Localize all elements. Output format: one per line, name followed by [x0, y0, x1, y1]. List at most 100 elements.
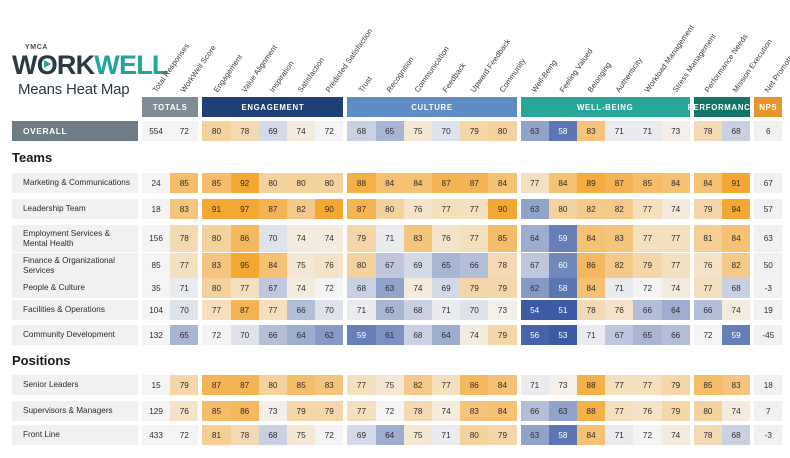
heatmap-cell: 73	[548, 375, 577, 395]
heatmap-cell: 95	[230, 253, 259, 278]
heatmap-cell: 71	[432, 425, 461, 445]
heatmap-cell: 64	[375, 425, 404, 445]
heatmap-cell: 82	[722, 253, 751, 278]
heatmap-cell: 66	[693, 300, 722, 320]
heatmap-cell: 35	[142, 278, 171, 298]
heatmap-cell: 77	[230, 278, 259, 298]
table-row-label[interactable]: Senior Leaders	[12, 375, 138, 395]
heatmap-cell: 63	[520, 199, 549, 219]
heatmap-cell: 80	[202, 225, 231, 252]
heatmap-cell: 74	[661, 278, 690, 298]
logo-well-text: WELL	[94, 50, 168, 80]
heatmap-cell: 78	[693, 425, 722, 445]
heatmap-cell: 85	[202, 401, 231, 421]
heatmap-cell: 74	[722, 401, 751, 421]
heatmap-cell: 63	[520, 425, 549, 445]
heatmap-cell: -3	[754, 425, 783, 445]
heatmap-cell: 66	[520, 401, 549, 421]
heatmap-cell: 87	[347, 199, 376, 219]
table-row-label[interactable]: Leadership Team	[12, 199, 138, 219]
heatmap-cell: 70	[460, 300, 489, 320]
heatmap-cell: -45	[754, 325, 783, 345]
heatmap-cell: 86	[230, 225, 259, 252]
heatmap-cell: 83	[722, 375, 751, 395]
heatmap-cell: 74	[315, 225, 344, 252]
table-row-label[interactable]: Facilities & Operations	[12, 300, 138, 320]
heatmap-cell: 76	[605, 300, 634, 320]
heatmap-cell: 79	[460, 278, 489, 298]
heatmap-cell: 86	[460, 375, 489, 395]
heatmap-cell: 80	[202, 121, 231, 141]
heatmap-cell: 73	[258, 401, 287, 421]
heatmap-cell: 70	[230, 325, 259, 345]
heatmap-cell: 74	[460, 325, 489, 345]
heatmap-cell: 75	[403, 121, 432, 141]
logo-wordmark: WO RKWELL	[12, 50, 168, 80]
heatmap-cell: 67	[258, 278, 287, 298]
heatmap-cell: 71	[633, 121, 662, 141]
heatmap-cell: 71	[432, 300, 461, 320]
heatmap-cell: 87	[605, 173, 634, 193]
heatmap-cell: 68	[722, 121, 751, 141]
heatmap-cell: 132	[142, 325, 171, 345]
group-band-totals: TOTALS	[142, 97, 199, 117]
table-row-label[interactable]: Supervisors & Managers	[12, 401, 138, 421]
heatmap-cell: 71	[520, 375, 549, 395]
heatmap-cell: 72	[693, 325, 722, 345]
heatmap-cell: 77	[693, 278, 722, 298]
heatmap-cell: 77	[520, 173, 549, 193]
heatmap-cell: 71	[347, 300, 376, 320]
heatmap-cell: 54	[520, 300, 549, 320]
group-band-nps: NPS	[754, 97, 783, 117]
heatmap-cell: 86	[577, 253, 606, 278]
heatmap-cell: 94	[722, 199, 751, 219]
logo-work-text: W	[12, 50, 37, 80]
heatmap-cell: 73	[488, 300, 517, 320]
heatmap-cell: 70	[315, 300, 344, 320]
column-header-belonging: Belonging	[585, 60, 613, 94]
heatmap-cell: 90	[488, 199, 517, 219]
column-header-authenticity: Authenticity	[613, 55, 645, 94]
heatmap-cell: 64	[661, 300, 690, 320]
table-row-label[interactable]: Community Development	[12, 325, 138, 345]
heatmap-cell: 83	[577, 121, 606, 141]
heatmap-cell: 87	[258, 199, 287, 219]
table-row-label[interactable]: Employment Services & Mental Health	[12, 225, 138, 252]
heatmap-cell: 72	[170, 121, 199, 141]
heatmap-cell: 83	[202, 253, 231, 278]
workwell-logo: YMCA WO RKWELL Means Heat Map	[12, 44, 168, 98]
heatmap-cell: 89	[577, 173, 606, 193]
heatmap-cell: 78	[577, 300, 606, 320]
table-row-label[interactable]: Marketing & Communications	[12, 173, 138, 193]
heatmap-cell: 62	[520, 278, 549, 298]
heatmap-cell: 72	[315, 278, 344, 298]
column-headers: Total Responses WorkWell Score Engagement V…	[0, 0, 790, 96]
heatmap-cell: 64	[520, 225, 549, 252]
heatmap-cell: 67	[605, 325, 634, 345]
heatmap-cell: 57	[754, 199, 783, 219]
heatmap-cell: 84	[258, 253, 287, 278]
table-row-label[interactable]: Finance & Organizational Services	[12, 253, 138, 278]
heatmap-cell: 77	[633, 375, 662, 395]
heatmap-cell: 18	[142, 199, 171, 219]
heatmap-cell: 58	[548, 278, 577, 298]
heatmap-cell: 65	[432, 253, 461, 278]
heatmap-cell: 72	[633, 278, 662, 298]
heatmap-cell: 79	[488, 278, 517, 298]
heatmap-cell: 65	[633, 325, 662, 345]
column-header-well-being: Well-Being	[529, 58, 559, 94]
table-row-label[interactable]: People & Culture	[12, 278, 138, 298]
heatmap-cell: 7	[754, 401, 783, 421]
table-row-label[interactable]: Front Line	[12, 425, 138, 445]
heatmap-cell: 77	[258, 300, 287, 320]
heatmap-cell: 70	[432, 121, 461, 141]
heatmap-cell: 66	[258, 325, 287, 345]
heatmap-cell: 84	[403, 173, 432, 193]
heatmap-cell: 68	[347, 278, 376, 298]
heatmap-cell: 66	[633, 300, 662, 320]
heatmap-cell: 72	[202, 325, 231, 345]
heatmap-cell: 80	[258, 173, 287, 193]
heatmap-cell: 79	[347, 225, 376, 252]
heatmap-cell: 554	[142, 121, 171, 141]
heatmap-cell: 50	[754, 253, 783, 278]
